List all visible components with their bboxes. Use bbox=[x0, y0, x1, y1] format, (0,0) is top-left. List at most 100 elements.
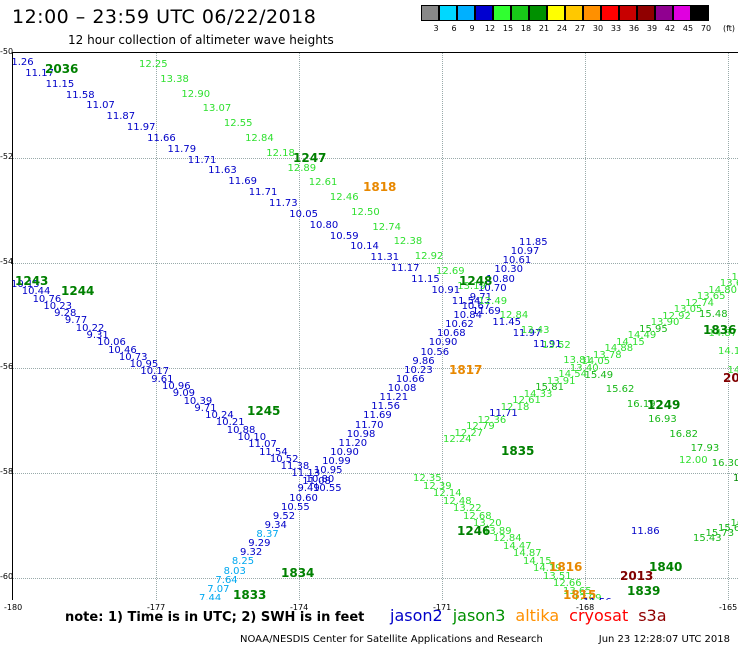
colorbar-label: 3 bbox=[433, 24, 439, 33]
colorbar-label: 70 bbox=[700, 24, 712, 33]
wave-height-value: 11.15 bbox=[45, 78, 75, 90]
wave-height-value: 13.44 bbox=[731, 271, 738, 283]
wave-height-value: 12.84 bbox=[499, 310, 529, 322]
pass-time-label: 1840 bbox=[649, 560, 683, 574]
wave-height-value: 10.68 bbox=[436, 328, 466, 340]
wave-height-value: 11.13 bbox=[291, 468, 321, 480]
wave-height-value: 13.91 bbox=[546, 375, 576, 387]
wave-height-value: 13.40 bbox=[569, 362, 599, 374]
longitude-tick-label: -171 bbox=[433, 603, 452, 612]
wave-height-value: 12.24 bbox=[443, 434, 472, 445]
wave-height-value: 11.63 bbox=[208, 165, 237, 177]
pass-time-label: 20 bbox=[723, 371, 738, 385]
colorbar-swatch bbox=[511, 5, 529, 21]
latitude-gridline bbox=[13, 578, 738, 579]
wave-height-value: 14.36 bbox=[727, 364, 739, 376]
footer-timestamp: Jun 23 12:28:07 UTC 2018 bbox=[598, 634, 730, 645]
latitude-tick-label: -58 bbox=[0, 467, 14, 476]
wave-height-value: 10.59 bbox=[329, 230, 359, 242]
longitude-tick-label: -168 bbox=[576, 603, 595, 612]
wave-height-value: 10.95 bbox=[129, 359, 159, 371]
colorbar-swatch bbox=[475, 5, 493, 21]
wave-height-value: 11.85 bbox=[519, 237, 548, 248]
wave-height-value: 8.25 bbox=[231, 556, 255, 568]
latitude-gridline bbox=[13, 473, 738, 474]
wave-height-value: 12.92 bbox=[662, 310, 691, 322]
longitude-gridline bbox=[728, 53, 729, 600]
wave-height-value: 10.62 bbox=[445, 319, 474, 331]
colorbar-swatch bbox=[493, 5, 511, 21]
wave-height-value: 13.66 bbox=[719, 278, 738, 289]
colorbar-label: 39 bbox=[646, 24, 658, 33]
colorbar-unit: (ft) bbox=[723, 24, 736, 33]
wave-height-value: 12.27 bbox=[454, 427, 484, 439]
pass-time-label: 2036 bbox=[45, 62, 79, 76]
wave-height-value: 8.03 bbox=[223, 565, 246, 577]
latitude-tick-label: -50 bbox=[0, 47, 14, 56]
colorbar-label: 18 bbox=[520, 24, 532, 33]
wave-height-value: 10.17 bbox=[140, 366, 170, 378]
wave-height-value: 12.79 bbox=[466, 421, 495, 432]
wave-height-value: 12.35 bbox=[413, 473, 442, 484]
map-subtitle: 12 hour collection of altimeter wave hei… bbox=[68, 33, 334, 47]
wave-height-value: 12.48 bbox=[443, 495, 472, 507]
colorbar-swatch bbox=[421, 5, 439, 21]
wave-height-value: 16.19 bbox=[626, 399, 656, 411]
wave-height-value: 11.79 bbox=[167, 143, 197, 155]
wave-height-value: 12.25 bbox=[139, 59, 168, 70]
wave-height-value: 12.90 bbox=[181, 88, 211, 100]
wave-height-value: 9.61 bbox=[151, 373, 174, 385]
wave-height-value: 13.51 bbox=[543, 570, 572, 582]
wave-height-value: 12.14 bbox=[433, 488, 462, 499]
wave-height-value: 13.22 bbox=[453, 503, 482, 514]
wave-height-value: 13.65 bbox=[563, 585, 592, 597]
wave-height-value: 11.07 bbox=[248, 439, 277, 451]
pass-time-label: 1248 bbox=[459, 274, 493, 288]
longitude-gridline bbox=[299, 53, 300, 600]
wave-height-value: 15.48 bbox=[699, 309, 728, 320]
wave-height-value: 10.10 bbox=[237, 432, 267, 443]
colorbar-label: 15 bbox=[502, 24, 514, 33]
wave-height-value: 10.05 bbox=[289, 208, 318, 220]
wave-height-value: 15.81 bbox=[535, 382, 564, 393]
wave-height-value: 7.07 bbox=[207, 583, 230, 595]
wave-height-value: 9.71 bbox=[194, 402, 217, 414]
wave-height-value: 11.69 bbox=[363, 410, 392, 422]
wave-height-value: 11.87 bbox=[106, 111, 136, 123]
wave-height-value: 15.62 bbox=[605, 384, 635, 396]
wave-height-value: 14.47 bbox=[503, 540, 532, 552]
wave-height-value: 10.90 bbox=[428, 337, 458, 349]
wave-height-value: 10.80 bbox=[305, 474, 335, 486]
wave-height-value: 12.69 bbox=[436, 266, 465, 277]
wave-height-value: 15.63 bbox=[718, 523, 738, 534]
wave-height-value: 10.23 bbox=[43, 300, 72, 312]
wave-height-value: 10.30 bbox=[494, 264, 524, 276]
pass-time-label: 1816 bbox=[549, 560, 583, 574]
wave-height-value: 14.88 bbox=[604, 343, 634, 354]
wave-height-value: 11.97 bbox=[512, 328, 542, 340]
pass-time-label: 1818 bbox=[363, 180, 397, 194]
pass-time-label: 1247 bbox=[293, 151, 327, 165]
colorbar-swatch bbox=[565, 5, 583, 21]
colorbar-swatch bbox=[529, 5, 547, 21]
wave-height-value: 10.80 bbox=[486, 273, 515, 285]
wave-height-value: 10.67 bbox=[461, 300, 491, 312]
wave-height-value: 14.16 bbox=[718, 346, 738, 357]
wave-height-value: 13.90 bbox=[650, 317, 680, 328]
wave-height-value: 10.39 bbox=[183, 395, 213, 407]
wave-height-value: 12.74 bbox=[372, 221, 401, 233]
wave-height-value: 10.61 bbox=[502, 255, 532, 267]
wave-height-value: 10.24 bbox=[205, 410, 234, 422]
wave-height-value: 18.12 bbox=[733, 473, 738, 484]
wave-height-value: 11.17 bbox=[25, 67, 54, 79]
wave-height-value: 10.70 bbox=[477, 282, 507, 294]
wave-height-value: 11.15 bbox=[411, 273, 440, 285]
colorbar-label: 21 bbox=[538, 24, 550, 33]
wave-height-value: 12.84 bbox=[493, 533, 522, 544]
wave-height-value: 12.09 bbox=[573, 593, 602, 600]
wave-height-value: 12.46 bbox=[329, 192, 359, 204]
wave-height-value: 11.56 bbox=[583, 597, 612, 600]
wave-height-value: 12.61 bbox=[308, 177, 338, 189]
wave-height-value: 10.56 bbox=[420, 346, 450, 358]
pass-time-label: 1244 bbox=[61, 284, 95, 298]
